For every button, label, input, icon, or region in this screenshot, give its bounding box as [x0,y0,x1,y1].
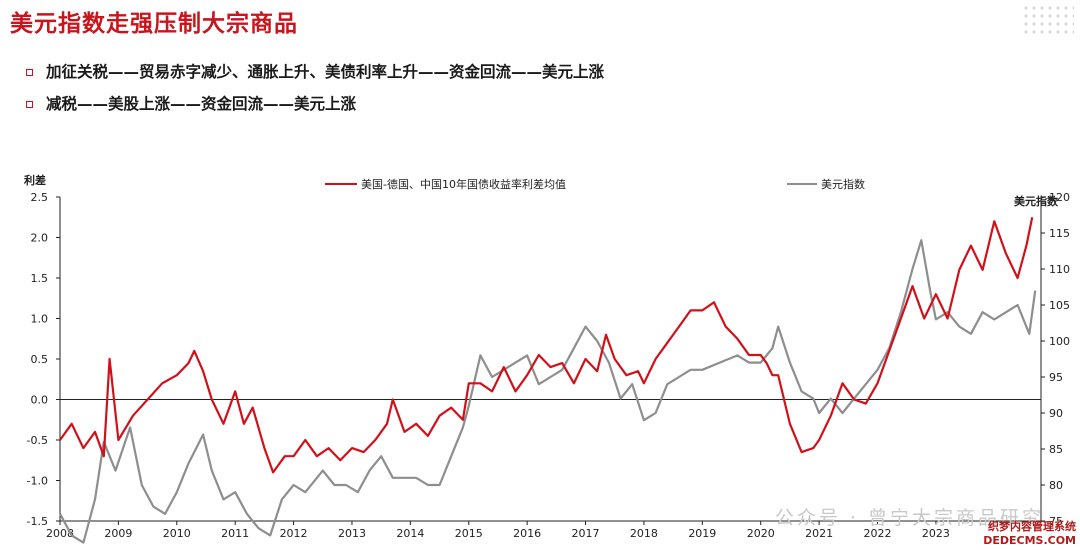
x-tick-label: 2012 [280,527,308,540]
series-line-yield-spread [59,217,1034,474]
x-tick-label: 2019 [688,527,716,540]
bullet-square-icon [26,101,33,108]
site-mark-line: DEDECMS.COM [983,534,1076,547]
x-tick-label: 2015 [455,527,483,540]
chart-container: 2.5 2.0 1.5 1.0 0.5 0.0 -0.5 -1.0 -1.5 120 115 110 1… [0,170,1080,550]
site-mark-line: 织梦内容管理系统 [988,520,1076,533]
left-y-tick-label: 1.5 [31,272,49,285]
left-y-tick-label: 0.5 [31,353,49,366]
bullet-text: 减税——美股上涨——资金回流——美元上涨 [46,95,357,113]
right-y-tick-label: 80 [1049,479,1063,492]
right-y-tick-label: 85 [1049,443,1063,456]
x-tick-label: 2013 [338,527,366,540]
left-y-tick-label: -1.0 [27,475,48,488]
x-tick-label: 2011 [221,527,249,540]
x-tick-label: 2010 [163,527,191,540]
site-mark: 织梦内容管理系统 DEDECMS.COM [983,520,1076,548]
left-y-tick-label: 0.0 [31,394,49,407]
x-tick-label: 2022 [864,527,892,540]
left-y-tick-label: 1.0 [31,313,49,326]
right-y-tick-label: 110 [1049,263,1070,276]
line-chart: 2.5 2.0 1.5 1.0 0.5 0.0 -0.5 -1.0 -1.5 120 115 110 1… [24,173,1070,544]
left-axis-label: 利差 [24,173,46,187]
right-y-tick-label: 120 [1049,191,1070,204]
x-tick-label: 2017 [572,527,600,540]
x-tick-label: 2009 [104,527,132,540]
right-y-tick-label: 100 [1049,335,1070,348]
x-tick-label: 2016 [513,527,541,540]
right-y-tick-label: 95 [1049,371,1063,384]
right-y-tick-label: 90 [1049,407,1063,420]
bullet-text: 加征关税——贸易赤字减少、通胀上升、美债利率上升——资金回流——美元上涨 [46,63,605,81]
watermark-text: 公众号 · 曾宁大宗商品研究 [774,507,1044,529]
decorative-dot-pattern [1022,4,1074,34]
slide-title: 美元指数走强压制大宗商品 [10,11,298,37]
bullet-item: 减税——美股上涨——资金回流——美元上涨 [26,92,604,124]
right-axis-label: 美元指数 [1014,194,1059,208]
right-y-tick-label: 115 [1049,227,1070,240]
left-y-tick-label: -1.5 [27,515,48,528]
right-y-tick-label: 75 [1049,515,1063,528]
right-y-tick-label: 105 [1049,299,1070,312]
series-line-usd-index [59,239,1037,544]
x-tick-label: 2008 [46,527,74,540]
bullet-square-icon [26,69,33,76]
x-tick-label: 2014 [396,527,424,540]
x-tick-label: 2018 [630,527,658,540]
legend-label-usd-index: 美元指数 [821,177,865,191]
bullet-list: 加征关税——贸易赤字减少、通胀上升、美债利率上升——资金回流——美元上涨 减税—… [26,60,604,124]
x-tick-label: 2023 [922,527,950,540]
bullet-item: 加征关税——贸易赤字减少、通胀上升、美债利率上升——资金回流——美元上涨 [26,60,604,92]
left-y-tick-label: -0.5 [27,434,48,447]
x-tick-label: 2021 [805,527,833,540]
x-tick-label: 2020 [747,527,775,540]
left-y-tick-label: 2.0 [31,232,49,245]
legend-label-yield-spread: 美国-德国、中国10年国债收益率利差均值 [361,177,566,191]
left-y-tick-label: 2.5 [31,191,49,204]
